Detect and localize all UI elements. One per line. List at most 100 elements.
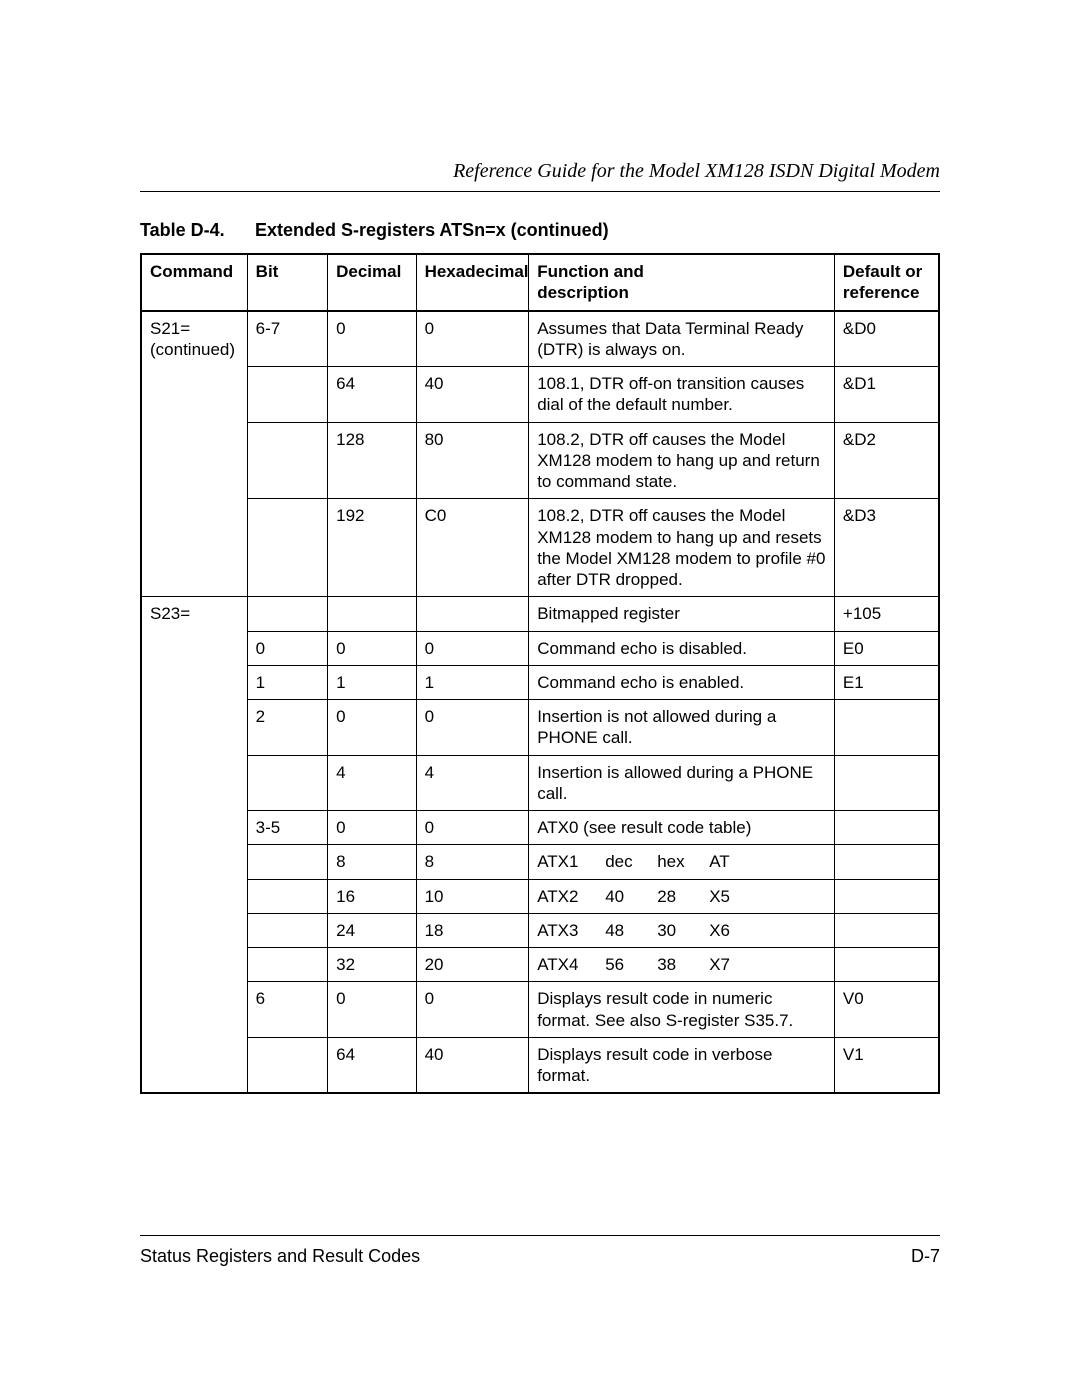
cell-decimal: 16: [328, 879, 416, 913]
cell-hex: 1: [416, 665, 529, 699]
cell-hex: 80: [416, 422, 529, 499]
footer-right: D-7: [911, 1246, 940, 1267]
cell-reference: E0: [834, 631, 939, 665]
table-row: 000Command echo is disabled.E0: [141, 631, 939, 665]
cell-decimal: 0: [328, 811, 416, 845]
table-row: S21= (continued)6-700Assumes that Data T…: [141, 311, 939, 367]
cell-hex: 0: [416, 982, 529, 1038]
table-row: 192C0108.2, DTR off causes the Model XM1…: [141, 499, 939, 597]
cell-function: Bitmapped register: [529, 597, 835, 631]
cell-decimal: 192: [328, 499, 416, 597]
cell-hex: 18: [416, 913, 529, 947]
cell-bit: [247, 499, 327, 597]
cell-reference: [834, 845, 939, 879]
table-title: Extended S-registers ATSn=x (continued): [255, 220, 609, 240]
cell-decimal: 24: [328, 913, 416, 947]
cell-bit: 6: [247, 982, 327, 1038]
table-row: 2418ATX34830X6: [141, 913, 939, 947]
cell-reference: E1: [834, 665, 939, 699]
func-part: ATX2: [537, 886, 593, 907]
col-decimal: Decimal: [328, 254, 416, 311]
col-reference: Default or reference: [834, 254, 939, 311]
table-row: 44Insertion is allowed during a PHONE ca…: [141, 755, 939, 811]
func-part: X5: [709, 886, 749, 907]
func-part: ATX1: [537, 851, 593, 872]
cell-function: Insertion is not allowed during a PHONE …: [529, 700, 835, 756]
cell-hex: 40: [416, 367, 529, 423]
cell-bit: [247, 1037, 327, 1093]
cell-decimal: 128: [328, 422, 416, 499]
cell-reference: [834, 913, 939, 947]
cell-function: ATX34830X6: [529, 913, 835, 947]
cell-reference: [834, 755, 939, 811]
cell-bit: [247, 879, 327, 913]
func-part: 48: [605, 920, 645, 941]
func-part: 28: [657, 886, 697, 907]
cell-bit: [247, 422, 327, 499]
cell-bit: [247, 845, 327, 879]
cell-function: Displays result code in numeric format. …: [529, 982, 835, 1038]
col-command: Command: [141, 254, 247, 311]
table-row: 6440108.1, DTR off-on transition causes …: [141, 367, 939, 423]
cell-hex: [416, 597, 529, 631]
cell-function: 108.1, DTR off-on transition causes dial…: [529, 367, 835, 423]
cell-function: Assumes that Data Terminal Ready (DTR) i…: [529, 311, 835, 367]
cell-bit: 0: [247, 631, 327, 665]
cell-bit: [247, 948, 327, 982]
cell-reference: &D0: [834, 311, 939, 367]
func-part: hex: [657, 851, 697, 872]
cell-hex: 0: [416, 311, 529, 367]
cell-reference: +105: [834, 597, 939, 631]
cell-bit: [247, 367, 327, 423]
func-part: X6: [709, 920, 749, 941]
cell-decimal: [328, 597, 416, 631]
table-row: 200Insertion is not allowed during a PHO…: [141, 700, 939, 756]
func-part: AT: [709, 851, 749, 872]
page: Reference Guide for the Model XM128 ISDN…: [0, 0, 1080, 1397]
table-row: 12880108.2, DTR off causes the Model XM1…: [141, 422, 939, 499]
cell-function: ATX1dechexAT: [529, 845, 835, 879]
table-header: Command Bit Decimal Hexadecimal Function…: [141, 254, 939, 311]
func-part: ATX3: [537, 920, 593, 941]
func-part: 38: [657, 954, 697, 975]
cell-bit: 1: [247, 665, 327, 699]
cell-reference: [834, 879, 939, 913]
cell-reference: [834, 811, 939, 845]
cell-function: Displays result code in verbose format.: [529, 1037, 835, 1093]
cell-hex: 20: [416, 948, 529, 982]
page-footer: Status Registers and Result Codes D-7: [140, 1235, 940, 1267]
table-row: S23=Bitmapped register+105: [141, 597, 939, 631]
table-body: S21= (continued)6-700Assumes that Data T…: [141, 311, 939, 1094]
cell-command: S21= (continued): [141, 311, 247, 597]
col-function-line2: description: [537, 283, 629, 302]
cell-hex: 4: [416, 755, 529, 811]
col-bit: Bit: [247, 254, 327, 311]
table-label: Table D-4.: [140, 220, 250, 241]
cell-reference: V0: [834, 982, 939, 1038]
cell-bit: [247, 913, 327, 947]
table-row: 111Command echo is enabled.E1: [141, 665, 939, 699]
cell-reference: &D3: [834, 499, 939, 597]
col-reference-line1: Default or: [843, 262, 922, 281]
cell-hex: 0: [416, 631, 529, 665]
cell-hex: 40: [416, 1037, 529, 1093]
cell-bit: 2: [247, 700, 327, 756]
cell-reference: &D1: [834, 367, 939, 423]
cell-function: Command echo is disabled.: [529, 631, 835, 665]
cell-decimal: 0: [328, 311, 416, 367]
cell-decimal: 0: [328, 700, 416, 756]
cell-reference: &D2: [834, 422, 939, 499]
cell-decimal: 0: [328, 982, 416, 1038]
cell-bit: 6-7: [247, 311, 327, 367]
cell-command: S23=: [141, 597, 247, 1094]
cell-function: 108.2, DTR off causes the Model XM128 mo…: [529, 422, 835, 499]
cell-bit: [247, 597, 327, 631]
cell-hex: C0: [416, 499, 529, 597]
cell-decimal: 8: [328, 845, 416, 879]
cell-hex: 0: [416, 700, 529, 756]
table-caption: Table D-4. Extended S-registers ATSn=x (…: [140, 220, 940, 241]
cell-reference: [834, 700, 939, 756]
table-row: 600Displays result code in numeric forma…: [141, 982, 939, 1038]
table-row: 3220ATX45638X7: [141, 948, 939, 982]
col-function-line1: Function and: [537, 262, 644, 281]
